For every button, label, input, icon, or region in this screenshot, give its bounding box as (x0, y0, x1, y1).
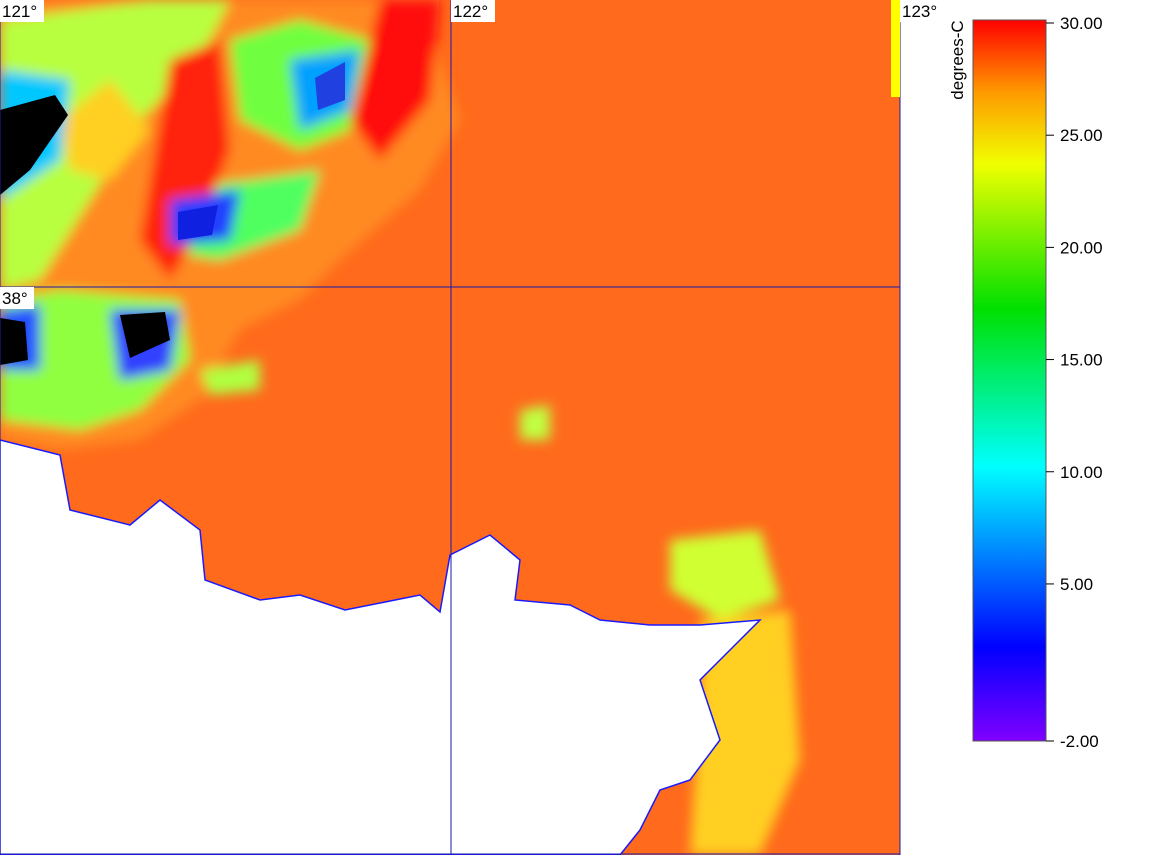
colorbar-tick-label: 25.00 (1060, 126, 1103, 145)
lon-label: 123° (902, 2, 937, 21)
no-data (0, 95, 68, 195)
colorbar-tick-label: 15.00 (1060, 351, 1103, 370)
label-bg (0, 0, 44, 22)
colorbar-label: degrees-C (948, 20, 967, 99)
label-bg (451, 0, 495, 22)
lon-label: 122° (453, 2, 488, 21)
no-data (120, 312, 170, 358)
label-bg (0, 287, 34, 309)
colorbar-tick-label: -2.00 (1060, 732, 1099, 751)
colorbar-tick-label: 5.00 (1060, 575, 1093, 594)
lon-label: 121° (2, 2, 37, 21)
cold-patch (315, 62, 345, 110)
cold-patch (178, 205, 218, 240)
no-data (0, 318, 28, 365)
colorbar-tick-label: 30.00 (1060, 14, 1103, 33)
map: 121° 122° 123° 38° (0, 0, 944, 856)
colorbar-tick-label: 10.00 (1060, 463, 1103, 482)
edge-strip (891, 0, 900, 97)
lat-label: 38° (2, 289, 28, 308)
label-bg (900, 0, 944, 22)
colorbar-tick-label: 20.00 (1060, 238, 1103, 257)
colorbar: degrees-C (948, 19, 1047, 742)
land (0, 439, 762, 856)
colorbar-ramp (972, 19, 1047, 742)
